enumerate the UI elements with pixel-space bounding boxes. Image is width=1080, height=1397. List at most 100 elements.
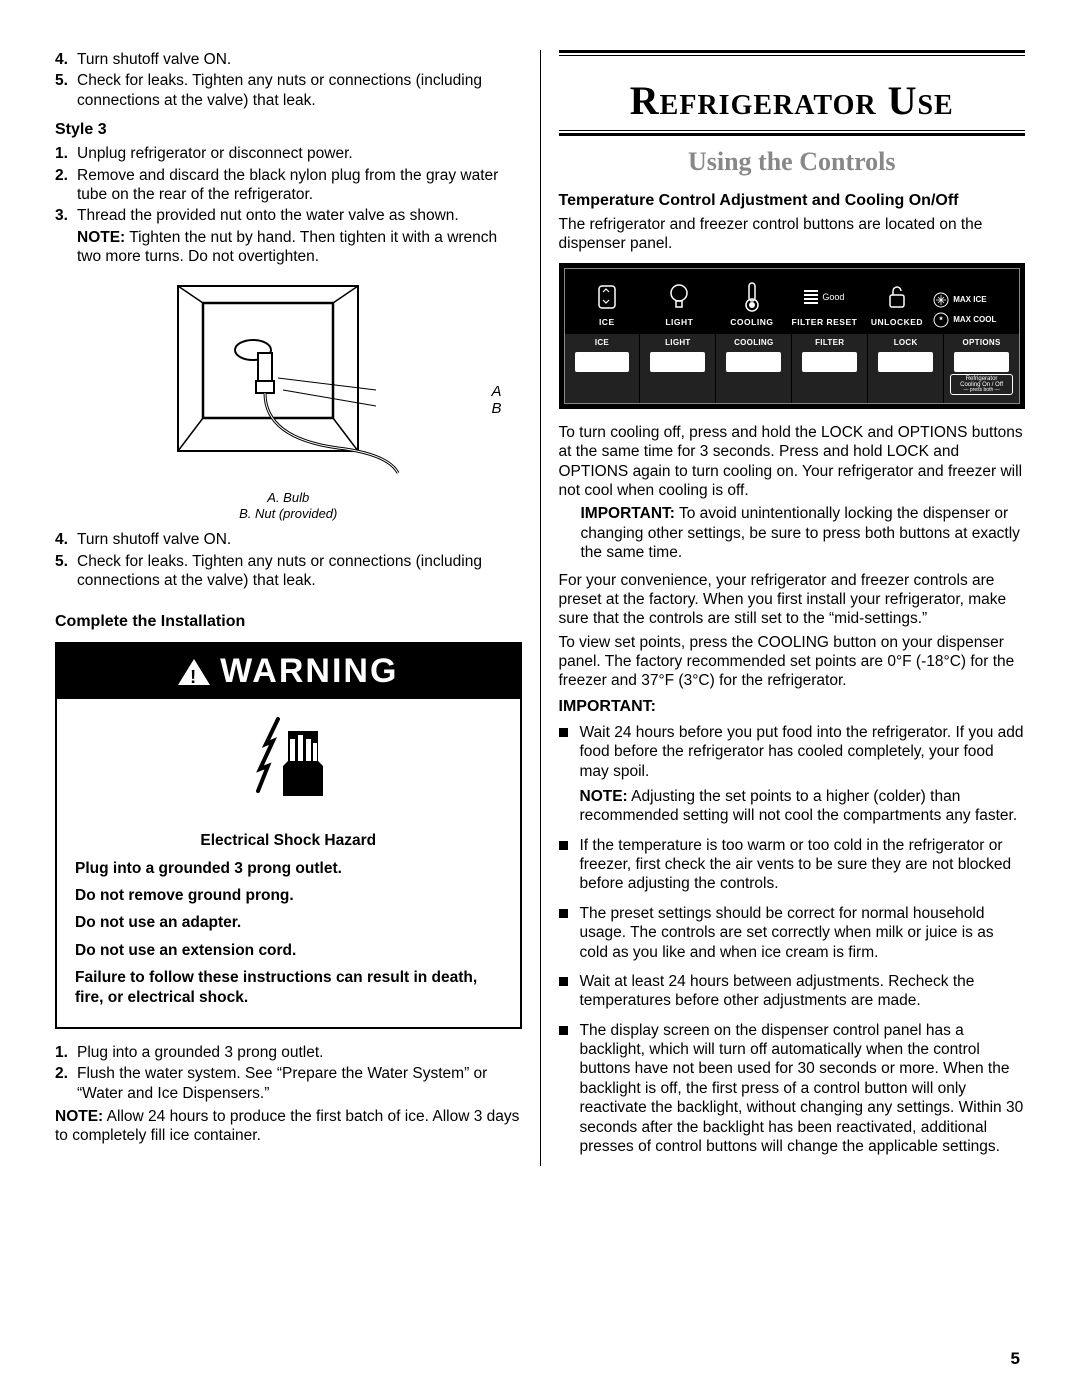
rule-heavy <box>559 50 1026 53</box>
bullet-item: Wait 24 hours before you put food into t… <box>559 723 1026 826</box>
rule-thin <box>559 130 1026 131</box>
note-4: NOTE: Allow 24 hours to produce the firs… <box>55 1107 522 1146</box>
lock-icon: UNLOCKED <box>861 281 934 328</box>
rule-thin <box>559 55 1026 56</box>
square-bullet-icon <box>559 1026 568 1035</box>
shock-icon <box>57 699 520 819</box>
list-item: 1.Unplug refrigerator or disconnect powe… <box>55 144 522 163</box>
list-3: 4.Turn shutoff valve ON. 5.Check for lea… <box>55 530 522 590</box>
list-item: 2.Remove and discard the black nylon plu… <box>55 166 522 205</box>
imp-label: IMPORTANT: <box>581 505 675 522</box>
bullet-text: Wait 24 hours before you put food into t… <box>580 724 1024 780</box>
warn-line: Do not remove ground prong. <box>75 886 502 905</box>
page: 4.Turn shutoff valve ON. 5.Check for lea… <box>0 0 1080 1196</box>
dispenser-panel: ICE LIGHT COOLING Good FILTER RESET <box>559 263 1026 409</box>
num: 1. <box>55 144 77 163</box>
list-2: 1.Unplug refrigerator or disconnect powe… <box>55 144 522 226</box>
max-icons: MAX ICE *MAX COOL <box>933 292 1013 328</box>
txt: Turn shutoff valve ON. <box>77 530 522 549</box>
filter-icon: Good FILTER RESET <box>788 281 861 328</box>
caption-a: A. Bulb <box>55 490 522 506</box>
warn-line: Electrical Shock Hazard <box>75 831 502 850</box>
important-1: IMPORTANT: To avoid unintentionally lock… <box>559 504 1026 562</box>
cooling-icon: COOLING <box>716 281 789 328</box>
warn-line: Do not use an adapter. <box>75 913 502 932</box>
bullet-item: If the temperature is too warm or too co… <box>559 836 1026 894</box>
square-bullet-icon <box>559 977 568 986</box>
txt: Turn shutoff valve ON. <box>77 50 522 69</box>
txt: Check for leaks. Tighten any nuts or con… <box>77 552 522 591</box>
para: The refrigerator and freezer control but… <box>559 215 1026 254</box>
bullet-text: The preset settings should be correct fo… <box>580 904 1026 962</box>
num: 5. <box>55 552 77 591</box>
num: 2. <box>55 166 77 205</box>
light-icon: LIGHT <box>643 281 716 328</box>
num: 4. <box>55 530 77 549</box>
para: For your convenience, your refrigerator … <box>559 571 1026 629</box>
warning-body: Electrical Shock Hazard Plug into a grou… <box>57 819 520 1027</box>
square-bullet-icon <box>559 841 568 850</box>
bullet-item: The preset settings should be correct fo… <box>559 904 1026 962</box>
temp-heading: Temperature Control Adjustment and Cooli… <box>559 191 1026 211</box>
rule-heavy <box>559 133 1026 136</box>
style3-heading: Style 3 <box>55 120 522 140</box>
txt: Unplug refrigerator or disconnect power. <box>77 144 522 163</box>
valve-illustration-icon <box>158 278 418 478</box>
filter-button[interactable]: FILTER <box>791 334 867 403</box>
note-3: NOTE: Tighten the nut by hand. Then tigh… <box>55 228 522 267</box>
note-label: NOTE: <box>55 1108 103 1125</box>
ice-icon: ICE <box>571 281 644 328</box>
para: To turn cooling off, press and hold the … <box>559 423 1026 501</box>
note-text: Allow 24 hours to produce the first batc… <box>55 1108 519 1144</box>
light-button[interactable]: LIGHT <box>639 334 715 403</box>
list-item: 2.Flush the water system. See “Prepare t… <box>55 1064 522 1103</box>
list-item: 3.Thread the provided nut onto the water… <box>55 206 522 225</box>
bullet-text: If the temperature is too warm or too co… <box>580 836 1026 894</box>
figure-valve: A B A. Bulb B. Nut (provided) <box>55 278 522 522</box>
left-column: 4.Turn shutoff valve ON. 5.Check for lea… <box>55 50 540 1166</box>
txt: Remove and discard the black nylon plug … <box>77 166 522 205</box>
num: 4. <box>55 50 77 69</box>
bullet-text: Wait at least 24 hours between adjustmen… <box>580 972 1026 1011</box>
list-item: 5.Check for leaks. Tighten any nuts or c… <box>55 552 522 591</box>
warn-line: Plug into a grounded 3 prong outlet. <box>75 859 502 878</box>
txt: Plug into a grounded 3 prong outlet. <box>77 1043 522 1062</box>
bullet-item: Wait at least 24 hours between adjustmen… <box>559 972 1026 1011</box>
complete-heading: Complete the Installation <box>55 612 522 632</box>
lock-button[interactable]: LOCK <box>867 334 943 403</box>
icon-row: ICE LIGHT COOLING Good FILTER RESET <box>565 269 1020 334</box>
para: To view set points, press the COOLING bu… <box>559 633 1026 691</box>
press-both: — press both — <box>953 388 1010 393</box>
list-4: 1.Plug into a grounded 3 prong outlet. 2… <box>55 1043 522 1103</box>
page-number: 5 <box>1011 1348 1020 1369</box>
square-bullet-icon <box>559 728 568 737</box>
list-item: 4.Turn shutoff valve ON. <box>55 50 522 69</box>
options-button[interactable]: OPTIONS Refrigerator Cooling On / Off — … <box>943 334 1019 403</box>
bullet-note: NOTE: Adjusting the set points to a high… <box>580 787 1026 826</box>
num: 3. <box>55 206 77 225</box>
list-1: 4.Turn shutoff valve ON. 5.Check for lea… <box>55 50 522 110</box>
warn-line: Do not use an extension cord. <box>75 941 502 960</box>
note-text: Tighten the nut by hand. Then tighten it… <box>77 229 497 265</box>
warning-box: ! WARNING Electrical Shock Hazard Plug i… <box>55 642 522 1029</box>
bullet-list: Wait 24 hours before you put food into t… <box>559 723 1026 1157</box>
right-column: Refrigerator Use Using the Controls Temp… <box>540 50 1026 1166</box>
note-label: NOTE: <box>77 229 125 246</box>
square-bullet-icon <box>559 909 568 918</box>
main-title: Refrigerator Use <box>559 76 1026 126</box>
num: 1. <box>55 1043 77 1062</box>
list-item: 4.Turn shutoff valve ON. <box>55 530 522 549</box>
important-heading: IMPORTANT: <box>559 697 1026 717</box>
cooling-button[interactable]: COOLING <box>715 334 791 403</box>
txt: Flush the water system. See “Prepare the… <box>77 1064 522 1103</box>
annot-a: A <box>491 383 501 402</box>
txt: Thread the provided nut onto the water v… <box>77 206 522 225</box>
caption-b: B. Nut (provided) <box>55 506 522 522</box>
txt: Check for leaks. Tighten any nuts or con… <box>77 71 522 110</box>
num: 2. <box>55 1064 77 1103</box>
button-row: ICE LIGHT COOLING FILTER LOCK OPTIONS Re… <box>565 334 1020 403</box>
warn-line-last: Failure to follow these instructions can… <box>75 968 502 1007</box>
bullet-text: The display screen on the dispenser cont… <box>580 1021 1026 1157</box>
list-item: 5.Check for leaks. Tighten any nuts or c… <box>55 71 522 110</box>
ice-button[interactable]: ICE <box>565 334 640 403</box>
